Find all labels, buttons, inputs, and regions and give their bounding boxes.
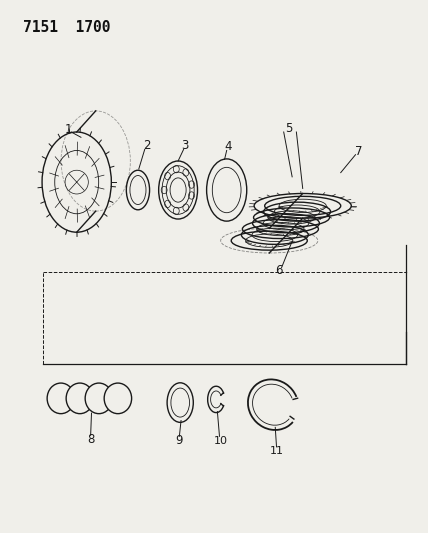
Ellipse shape — [66, 383, 94, 414]
Text: 10: 10 — [213, 435, 227, 446]
Text: 11: 11 — [270, 446, 283, 456]
Text: 3: 3 — [181, 139, 189, 152]
Text: 7151  1700: 7151 1700 — [23, 20, 110, 35]
Text: 1: 1 — [65, 123, 72, 136]
Ellipse shape — [104, 383, 132, 414]
Ellipse shape — [47, 383, 74, 414]
Ellipse shape — [85, 383, 113, 414]
Text: 6: 6 — [275, 264, 282, 277]
Text: 5: 5 — [285, 122, 292, 135]
Text: 4: 4 — [224, 140, 232, 153]
Text: 8: 8 — [87, 433, 94, 446]
Text: 9: 9 — [175, 434, 183, 447]
Text: 2: 2 — [143, 139, 150, 152]
Text: 7: 7 — [355, 145, 362, 158]
